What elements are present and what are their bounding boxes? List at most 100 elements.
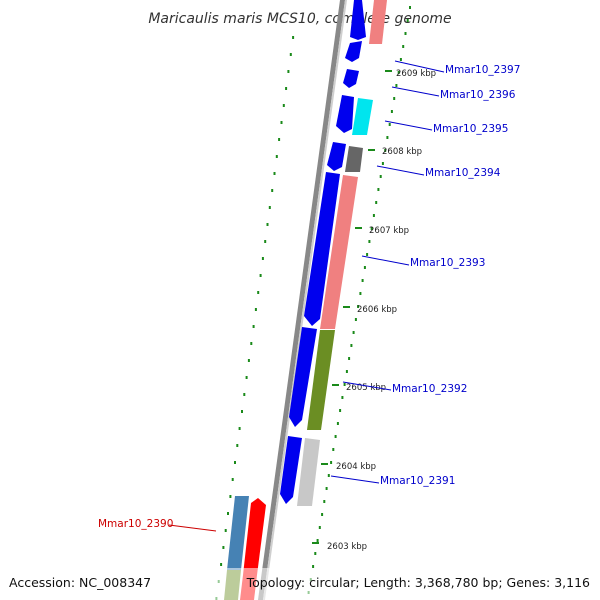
- leader-line: [384, 120, 433, 131]
- kbp-ticks: 2609 kbp 2608 kbp 2607 kbp 2606 kbp 2605…: [312, 69, 436, 552]
- accession-text: Accession: NC_008347: [9, 575, 151, 590]
- leader-line: [361, 255, 410, 266]
- cds-arrow: [280, 436, 302, 504]
- gene-labels: Mmar10_2397 Mmar10_2396 Mmar10_2395 Mmar…: [98, 64, 520, 530]
- guide-dot: [282, 104, 285, 107]
- label-leaders: [168, 60, 445, 532]
- guide-dot: [247, 359, 250, 362]
- guide-dot: [352, 331, 355, 334]
- guide-dot: [368, 240, 371, 243]
- guide-dot: [327, 474, 330, 477]
- guide-dot: [278, 138, 281, 141]
- guide-dot: [271, 189, 274, 192]
- guide-dot: [390, 110, 393, 113]
- gene-block-olive: [307, 330, 335, 430]
- kbp-tick-label: 2605 kbp: [346, 383, 386, 393]
- guide-dot: [357, 305, 360, 308]
- gene-label[interactable]: Mmar10_2390: [98, 518, 173, 530]
- guide-dot: [323, 500, 326, 503]
- guide-dot: [318, 526, 321, 529]
- guide-dot: [245, 376, 248, 379]
- guide-dot: [236, 444, 239, 447]
- guide-dot: [312, 565, 315, 568]
- guide-dot: [341, 396, 344, 399]
- leader-line: [394, 60, 445, 73]
- guide-dot: [345, 370, 348, 373]
- guide-dot: [406, 19, 409, 22]
- kbp-tick-label: 2603 kbp: [327, 542, 367, 552]
- gene-label[interactable]: Mmar10_2392: [392, 383, 467, 395]
- gene-block-steelblue: [227, 496, 249, 570]
- cds-arrow: [336, 95, 354, 133]
- guide-dot: [377, 188, 380, 191]
- guide-dot: [227, 512, 229, 515]
- kbp-tick-label: 2606 kbp: [357, 305, 397, 315]
- guide-dot: [395, 84, 398, 87]
- guide-dot: [287, 70, 290, 73]
- guide-dot: [350, 344, 353, 347]
- guide-dot: [280, 121, 283, 124]
- guide-dot: [339, 409, 342, 412]
- guide-dot: [343, 383, 346, 386]
- gene-block-salmon: [320, 175, 358, 329]
- cds-arrow: [304, 172, 340, 326]
- guide-dot: [231, 478, 234, 481]
- guide-dot: [250, 342, 253, 345]
- guide-dot: [409, 6, 411, 9]
- guide-dot: [393, 97, 396, 100]
- guide-dot: [314, 552, 317, 555]
- guide-dot: [375, 201, 378, 204]
- gene-block-salmon: [369, 0, 387, 44]
- cds-arrow: [345, 41, 362, 62]
- guide-dot: [379, 175, 382, 178]
- footer-backdrop: [0, 568, 600, 600]
- guide-dot: [316, 539, 319, 542]
- gene-label[interactable]: Mmar10_2396: [440, 89, 516, 101]
- guide-dot: [354, 318, 357, 321]
- guide-dot: [259, 274, 262, 277]
- guide-dot: [266, 223, 269, 226]
- guide-dot: [254, 308, 257, 311]
- guide-dot: [268, 206, 271, 209]
- gene-label[interactable]: Mmar10_2393: [410, 257, 485, 269]
- guide-dot: [261, 257, 264, 260]
- guide-dot: [222, 546, 225, 549]
- kbp-tick-label: 2604 kbp: [336, 462, 376, 472]
- gene-block-cyan: [352, 98, 373, 135]
- guide-dot: [292, 36, 295, 39]
- genome-backbone: [258, 0, 347, 600]
- guide-dot: [363, 266, 366, 269]
- guide-dot: [275, 155, 278, 158]
- guide-dot: [229, 495, 232, 498]
- gene-label[interactable]: Mmar10_2397: [445, 64, 520, 76]
- guide-dot: [348, 357, 351, 360]
- gene-block-darkgray: [345, 146, 363, 172]
- dotted-guide-arcs: [215, 6, 411, 600]
- guide-dot: [384, 149, 387, 152]
- guide-dot: [381, 162, 384, 165]
- map-title: Maricaulis maris MCS10, complete genome: [148, 11, 451, 27]
- guide-dot: [243, 393, 246, 396]
- guide-dot: [361, 279, 364, 282]
- guide-dot: [399, 58, 402, 61]
- gene-label[interactable]: Mmar10_2394: [425, 167, 501, 179]
- guide-dot: [330, 461, 333, 464]
- guide-dot: [404, 32, 407, 35]
- guide-dot: [257, 291, 260, 294]
- guide-dot: [332, 448, 335, 451]
- leader-line: [376, 165, 425, 176]
- guide-dot: [285, 87, 288, 90]
- guide-dot: [321, 513, 324, 516]
- guide-dot: [220, 563, 223, 566]
- gene-label[interactable]: Mmar10_2391: [380, 475, 455, 487]
- leader-line: [168, 524, 217, 532]
- guide-dot: [238, 427, 241, 430]
- kbp-tick-label: 2608 kbp: [382, 147, 422, 157]
- cds-arrow: [343, 69, 359, 88]
- guide-dot: [252, 325, 255, 328]
- guide-dot: [334, 435, 337, 438]
- guide-dot: [372, 214, 375, 217]
- backbone-shadow: [263, 0, 347, 600]
- guide-dot: [289, 53, 292, 56]
- gene-label[interactable]: Mmar10_2395: [433, 123, 508, 135]
